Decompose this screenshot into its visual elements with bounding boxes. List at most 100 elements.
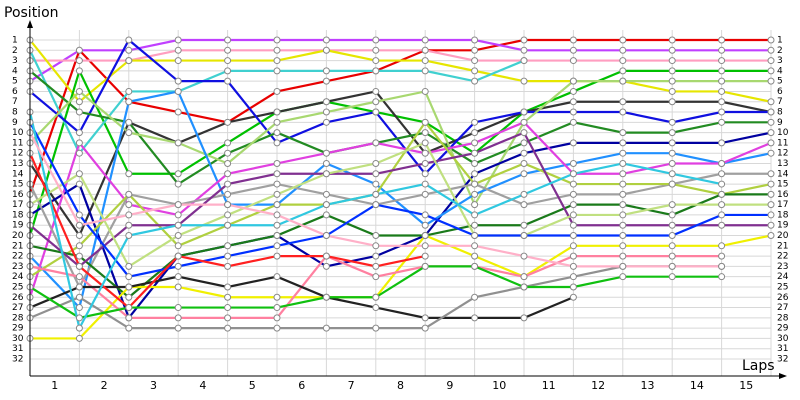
point [520,159,528,167]
y-tick-label-right: 3 [777,56,783,66]
point [372,304,380,312]
point [125,324,133,332]
point [174,252,182,260]
series-line [29,70,771,186]
point [372,98,380,106]
point [471,211,479,219]
point [471,232,479,240]
x-tick-label: 5 [249,379,256,392]
y-tick-label-right: 5 [777,77,783,87]
x-axis-title: Laps [742,358,775,374]
point [471,77,479,85]
point [668,242,676,250]
point [471,46,479,54]
point [718,118,726,126]
point [372,293,380,301]
point [273,211,281,219]
point [75,180,83,188]
point [322,77,330,85]
point [75,283,83,291]
point [224,201,232,209]
point [471,293,479,301]
y-tick-label-right: 6 [777,87,783,97]
point [520,129,528,137]
point [125,211,133,219]
point [421,314,429,322]
point [471,252,479,260]
y-tick-label: 7 [12,97,18,107]
y-tick-label: 29 [12,324,24,334]
point [224,180,232,188]
point [125,314,133,322]
point [125,283,133,291]
point [75,211,83,219]
point [471,314,479,322]
point [273,108,281,116]
point [125,232,133,240]
point [75,129,83,137]
y-tick-label: 17 [12,200,23,210]
point [767,46,775,54]
point [619,221,627,229]
point [224,252,232,260]
x-tick-label: 14 [690,379,704,392]
point [372,139,380,147]
point [75,324,83,332]
point [372,67,380,75]
point [471,262,479,270]
y-tick-label: 5 [12,77,18,87]
point [75,252,83,260]
point [372,46,380,54]
series-line [29,120,772,278]
point [273,273,281,281]
y-tick-label-right: 14 [777,169,789,179]
series-line [28,67,771,236]
point [471,149,479,157]
y-tick-label-right: 28 [777,313,789,323]
y-tick-label: 4 [12,66,18,76]
point [569,108,577,116]
point [224,46,232,54]
point [718,190,726,198]
y-tick-label-right: 31 [777,344,788,354]
point [125,304,133,312]
point [421,46,429,54]
point [718,159,726,167]
x-tick-label: 1 [51,379,58,392]
point [273,252,281,260]
point [224,57,232,65]
point [569,293,577,301]
point [421,221,429,229]
series-points [26,36,775,342]
point [619,190,627,198]
point [421,190,429,198]
point [668,262,676,270]
point [471,57,479,65]
series-line [29,131,771,268]
point [125,46,133,54]
point [421,262,429,270]
point [569,273,577,281]
point [767,129,775,137]
point [569,118,577,126]
point [372,273,380,281]
y-tick-label-right: 27 [777,303,788,313]
point [224,36,232,44]
point [668,57,676,65]
point [718,201,726,209]
point [174,283,182,291]
point [718,77,726,85]
point [125,98,133,106]
point [174,273,182,281]
y-tick-label-right: 18 [777,210,789,220]
point [224,262,232,270]
point [520,46,528,54]
y-tick-label-right: 4 [777,66,783,76]
point [767,201,775,209]
x-tick-label: 13 [641,379,655,392]
point [569,211,577,219]
point [372,170,380,178]
y-tick-label: 22 [12,252,23,262]
point [224,190,232,198]
point [322,190,330,198]
